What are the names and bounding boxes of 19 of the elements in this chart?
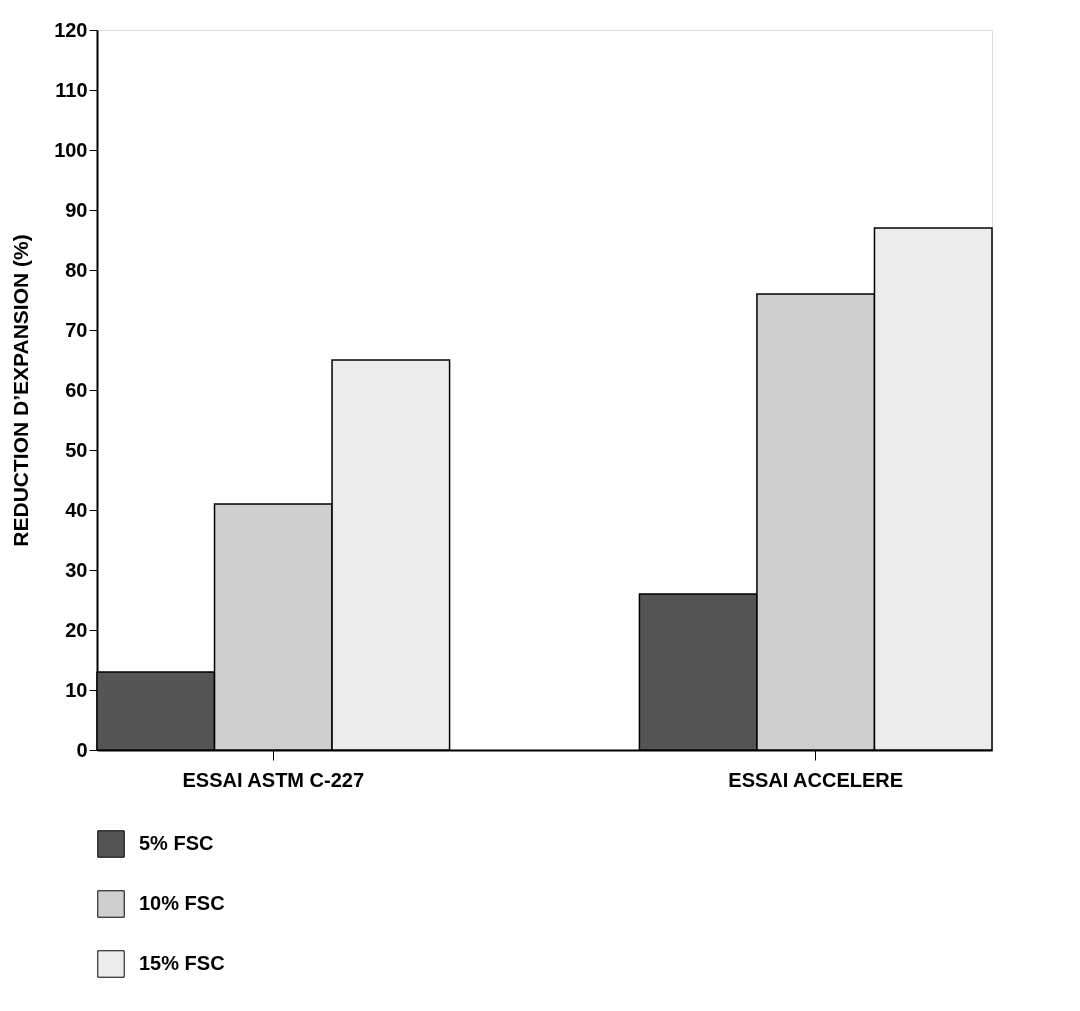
legend-label: 5% FSC	[139, 832, 214, 854]
y-tick-label: 70	[65, 318, 88, 341]
legend-label: 15% FSC	[139, 952, 225, 974]
y-axis-title: REDUCTION D’EXPANSION (%)	[9, 234, 33, 547]
y-tick-label: 50	[65, 438, 88, 461]
y-tick-label: 120	[54, 18, 88, 41]
y-tick-label: 110	[55, 78, 88, 101]
y-tick-label: 40	[65, 498, 88, 521]
y-tick-label: 100	[54, 138, 88, 161]
y-tick-label: 60	[65, 378, 88, 401]
y-tick-label: 0	[76, 738, 88, 761]
y-tick-label: 10	[65, 678, 88, 701]
legend-label: 10% FSC	[139, 892, 225, 914]
y-tick-label: 20	[65, 618, 88, 641]
y-tick-label: 90	[65, 198, 88, 221]
x-tick-label: ESSAI ACCELERE	[728, 768, 904, 791]
x-tick-label: ESSAI ASTM C-227	[182, 768, 365, 791]
y-tick-label: 30	[65, 558, 88, 581]
y-tick-label: 80	[65, 258, 88, 281]
